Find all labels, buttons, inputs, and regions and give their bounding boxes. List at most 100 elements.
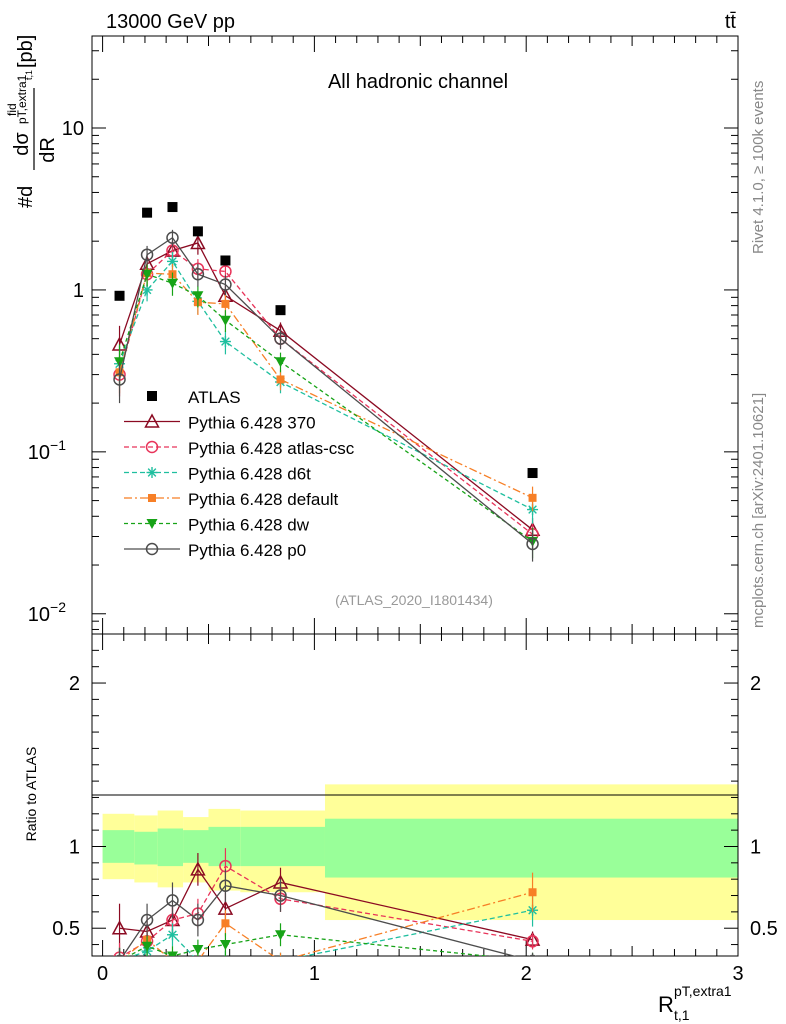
main-point-series-5 xyxy=(274,332,287,345)
ratio-point-series-0 xyxy=(111,920,128,935)
ratio-line-series-4 xyxy=(127,934,492,956)
xlabel-sub: t,1 xyxy=(674,1007,690,1023)
ratio-point-series-5 xyxy=(115,954,124,956)
ratio-point-series-4 xyxy=(192,944,204,955)
process-label: tt̄ xyxy=(725,11,737,33)
main-point-series-4 xyxy=(275,357,287,368)
legend-label-atlas: ATLAS xyxy=(188,388,241,407)
svg-text:#d: #d xyxy=(15,186,37,208)
ratio-uncertainty-bands xyxy=(102,784,738,921)
ratio-ytick-label-right: 2 xyxy=(750,673,761,695)
ratio-point-series-3 xyxy=(528,888,537,897)
legend-label-series-0: Pythia 6.428 370 xyxy=(188,414,316,433)
ratio-point-series-5 xyxy=(166,894,179,907)
ratio-point-series-2 xyxy=(279,955,282,956)
channel-label: All hadronic channel xyxy=(328,71,508,93)
xlabel-main: R xyxy=(658,992,674,1017)
main-ytick-label: 10−1 xyxy=(28,437,66,464)
ratio-point-series-5 xyxy=(528,954,537,956)
legend-marker-series-2 xyxy=(146,467,158,478)
ratio-band-inner xyxy=(134,831,158,865)
xtick-label: 0 xyxy=(97,963,108,985)
main-point-atlas xyxy=(527,468,538,479)
xtick-label: 3 xyxy=(732,963,743,985)
legend: ATLAS Pythia 6.428 370 Pythia 6.428 atlas-… xyxy=(124,388,355,560)
xtick-label: 1 xyxy=(309,963,320,985)
main-point-series-5 xyxy=(219,278,232,291)
xlabel-sup: pT,extra1 xyxy=(674,983,732,999)
main-ylabel: #d dσ fid pT,extra1 t,1 dR [pb] xyxy=(5,35,59,208)
main-point-atlas xyxy=(275,305,286,316)
ratio-point-series-4 xyxy=(114,956,125,966)
main-point-series-4 xyxy=(166,278,178,289)
axis-ticks xyxy=(92,36,739,956)
main-ytick-label: 10 xyxy=(62,118,84,140)
ratio-point-series-3 xyxy=(168,957,176,965)
legend-label-series-1: Pythia 6.428 atlas-csc xyxy=(188,439,355,458)
main-point-series-0 xyxy=(190,234,206,250)
ratio-point-series-3 xyxy=(221,919,230,928)
ratio-point-series-2 xyxy=(224,955,227,956)
ratio-point-series-3 xyxy=(277,957,285,965)
ratio-point-series-4 xyxy=(141,941,153,952)
main-point-atlas xyxy=(220,255,231,266)
main-ylabel-sub2: t,1 xyxy=(24,70,34,80)
ratio-band-inner xyxy=(240,826,325,867)
ratio-band-inner xyxy=(157,828,184,867)
main-point-series-5 xyxy=(140,248,154,261)
ratio-ylabel: Ratio to ATLAS xyxy=(23,747,39,842)
ratio-ytick-label-left: 1 xyxy=(69,836,80,858)
ratio-point-series-2 xyxy=(166,929,178,941)
main-line-series-0 xyxy=(118,242,533,531)
legend-marker-series-5 xyxy=(145,542,159,556)
main-point-series-5 xyxy=(166,231,179,245)
main-point-series-5 xyxy=(191,267,205,281)
ratio-point-series-4 xyxy=(166,951,178,956)
main-point-series-5 xyxy=(113,373,126,386)
ratio-point-series-0 xyxy=(190,861,206,876)
main-ylabel-pre: #d xyxy=(15,186,37,208)
main-line-series-3 xyxy=(118,272,533,499)
axis-tick-labels: 10−2 10−1 1 10 0.5 0.5 1 1 2 2 0 1 2 3 xyxy=(28,118,778,985)
ratio-point-series-5 xyxy=(191,913,205,927)
ratio-point-series-4 xyxy=(219,940,231,951)
mcplots-side-label: mcplots.cern.ch [arXiv:2401.10621] xyxy=(750,393,767,628)
ratio-band-inner xyxy=(183,830,209,863)
svg-text:dσ: dσ xyxy=(11,132,33,156)
main-point-atlas xyxy=(114,290,125,301)
main-point-atlas xyxy=(192,226,203,237)
ratio-ytick-label-left: 0.5 xyxy=(52,918,80,940)
main-ylabel-numerator: dσ xyxy=(11,132,33,156)
main-point-atlas xyxy=(142,207,153,218)
main-series-group xyxy=(111,202,541,562)
main-point-series-4 xyxy=(219,315,231,326)
main-point-series-4 xyxy=(192,291,204,302)
ratio-ytick-label-right: 1 xyxy=(750,836,761,858)
ratio-point-series-5 xyxy=(140,913,154,927)
main-ylabel-denominator: dR xyxy=(37,137,59,163)
ratio-band-inner xyxy=(324,818,738,878)
ratio-point-series-1 xyxy=(526,935,539,948)
legend-marker-series-1 xyxy=(145,440,159,454)
legend-label-series-4: Pythia 6.428 dw xyxy=(188,516,310,535)
legend-marker-series-0 xyxy=(144,413,160,428)
legend-label-series-2: Pythia 6.428 d6t xyxy=(188,465,311,484)
main-point-series-3 xyxy=(276,375,285,384)
main-ylabel-sub: pT,extra1 xyxy=(15,74,29,124)
main-point-series-3 xyxy=(528,493,537,502)
rivet-side-label: Rivet 4.1.0, ≥ 100k events xyxy=(750,81,767,254)
main-ytick-label: 1 xyxy=(73,280,84,302)
ratio-ytick-label-left: 2 xyxy=(69,673,80,695)
analysis-id-label: (ATLAS_2020_I1801434) xyxy=(335,592,493,608)
ratio-point-series-3 xyxy=(116,957,124,965)
ratio-ytick-label-right: 0.5 xyxy=(750,918,778,940)
main-ylabel-sup: fid xyxy=(5,103,19,116)
legend-marker-series-4 xyxy=(146,519,158,529)
main-ytick-label: 10−2 xyxy=(28,599,66,626)
ratio-point-series-5 xyxy=(274,889,287,902)
ratio-point-series-2 xyxy=(197,955,199,956)
legend-marker-series-3 xyxy=(148,494,156,502)
main-point-atlas xyxy=(167,202,178,213)
ratio-series-group xyxy=(111,848,541,966)
